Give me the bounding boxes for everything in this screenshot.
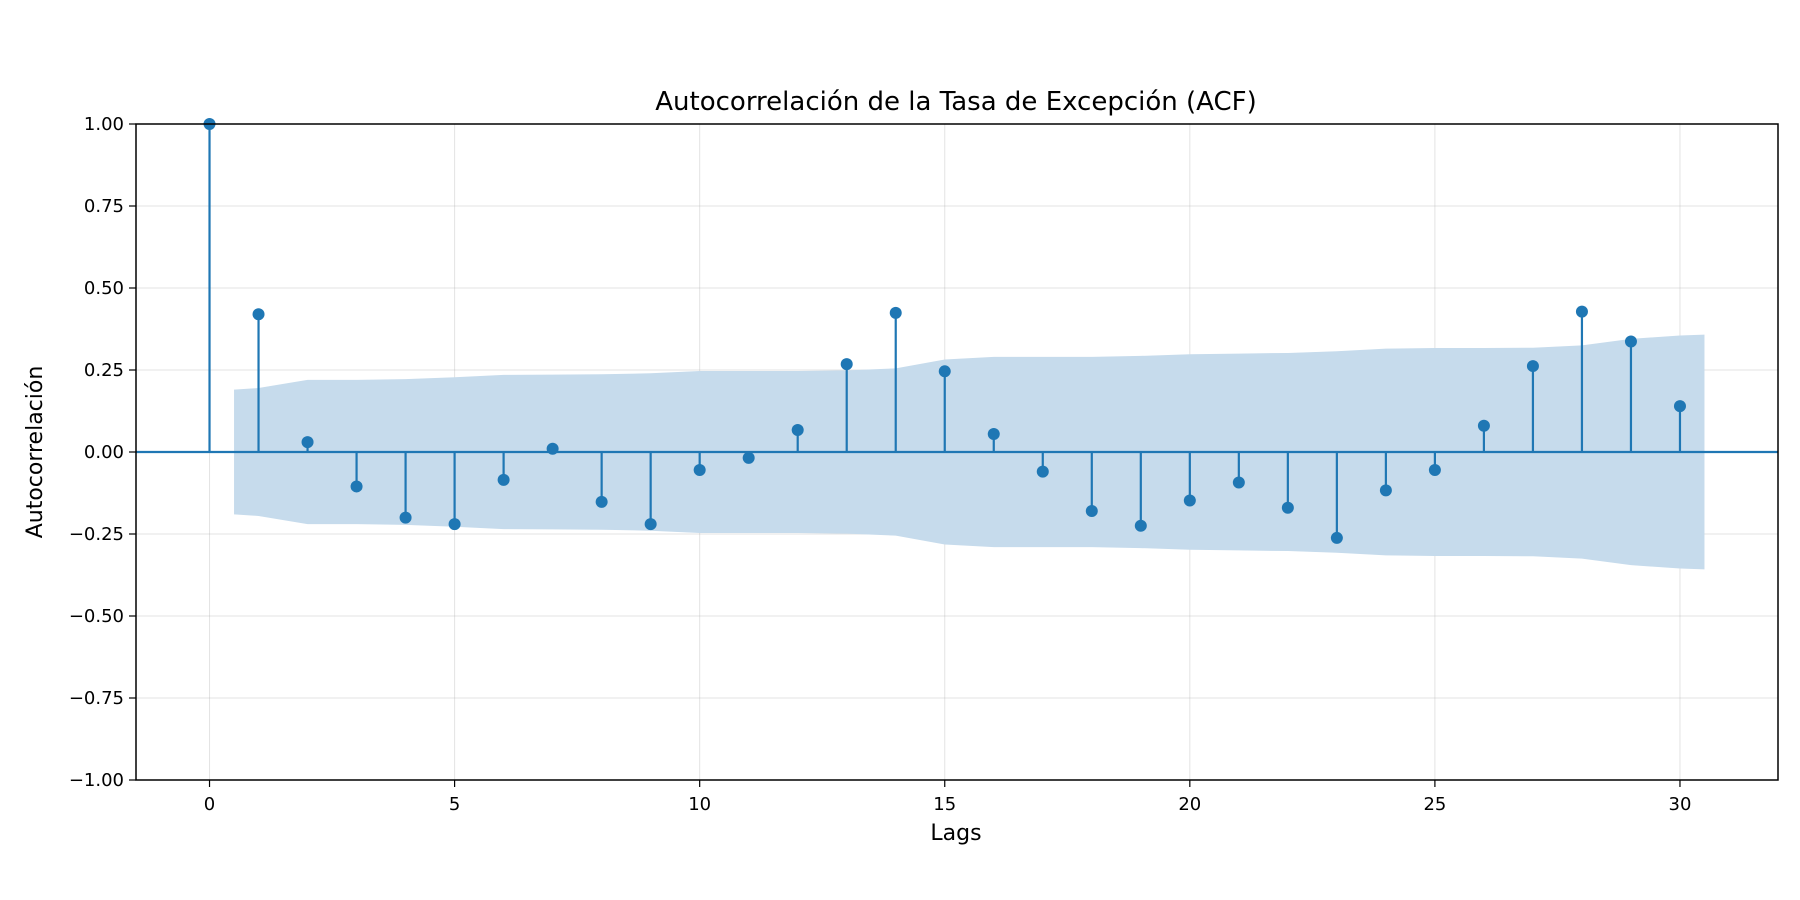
acf-point <box>301 436 314 449</box>
acf-point <box>595 495 608 508</box>
x-tick-label: 15 <box>933 794 956 815</box>
x-axis-ticks: 0 5 10 15 20 25 30 <box>204 780 1692 815</box>
y-tick-label: 0.00 <box>84 442 124 463</box>
acf-point <box>350 480 363 493</box>
x-tick-label: 10 <box>688 794 711 815</box>
x-tick-label: 5 <box>449 794 460 815</box>
acf-point <box>889 306 902 319</box>
y-tick-label: 0.25 <box>84 360 124 381</box>
y-tick-label: −0.25 <box>69 524 124 545</box>
y-tick-label: 0.75 <box>84 196 124 217</box>
markers <box>203 118 1686 544</box>
y-tick-label: −0.50 <box>69 606 124 627</box>
acf-point <box>987 427 1000 440</box>
chart-title: Autocorrelación de la Tasa de Excepción … <box>655 87 1257 117</box>
acf-point <box>644 518 657 531</box>
y-tick-label: −1.00 <box>69 770 124 791</box>
x-tick-label: 0 <box>204 794 215 815</box>
acf-point <box>1183 494 1196 507</box>
acf-point <box>497 473 510 486</box>
acf-point <box>448 518 461 531</box>
acf-point <box>693 464 706 477</box>
x-axis-label: Lags <box>930 821 981 846</box>
acf-point <box>1232 476 1245 489</box>
y-tick-label: −0.75 <box>69 688 124 709</box>
x-tick-label: 30 <box>1669 794 1692 815</box>
acf-point <box>1281 501 1294 514</box>
x-tick-label: 25 <box>1423 794 1446 815</box>
y-axis-label: Autocorrelación <box>23 366 48 539</box>
acf-point <box>1575 305 1588 318</box>
acf-point <box>1134 519 1147 532</box>
acf-point <box>1330 531 1343 544</box>
acf-point <box>840 358 853 371</box>
x-tick-label: 20 <box>1178 794 1201 815</box>
y-tick-label: 1.00 <box>84 114 124 135</box>
acf-point <box>938 365 951 378</box>
acf-point <box>791 424 804 437</box>
acf-point <box>399 511 412 524</box>
y-axis-ticks: −1.00 −0.75 −0.50 −0.25 0.00 0.25 0.50 0.75 1.00 <box>69 114 136 791</box>
stems <box>208 124 1682 538</box>
acf-point <box>1428 464 1441 477</box>
acf-point <box>1526 360 1539 373</box>
acf-point <box>1379 484 1392 497</box>
acf-point <box>742 451 755 464</box>
acf-point <box>1624 335 1637 348</box>
acf-point <box>546 442 559 455</box>
acf-point <box>1036 465 1049 478</box>
acf-point <box>1477 419 1490 432</box>
acf-point <box>252 308 265 321</box>
acf-point <box>1673 400 1686 413</box>
acf-point <box>1085 505 1098 518</box>
y-tick-label: 0.50 <box>84 278 124 299</box>
